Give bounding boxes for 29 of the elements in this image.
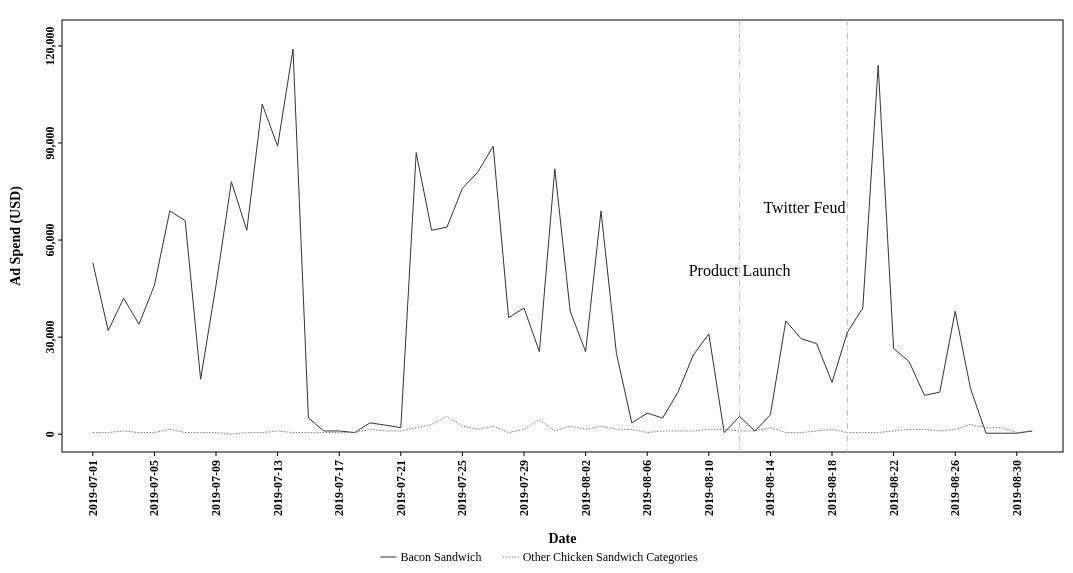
x-tick-label: 2019-08-26	[948, 460, 963, 516]
y-tick-label: 90,000	[43, 126, 57, 160]
y-axis-title: Ad Spend (USD)	[8, 185, 24, 286]
y-tick-label: 120,000	[43, 26, 57, 66]
y-tick-label: 60,000	[43, 223, 57, 257]
line-series	[92, 415, 1033, 435]
x-tick-label: 2019-08-06	[640, 460, 655, 516]
legend-label: Other Chicken Sandwich Categories	[522, 550, 698, 564]
x-tick-label: 2019-07-25	[455, 460, 470, 516]
x-tick-label: 2019-07-21	[393, 460, 408, 516]
x-tick-label: 2019-07-17	[332, 460, 347, 516]
x-tick-label: 2019-08-30	[1009, 460, 1024, 516]
x-tick-label: 2019-08-22	[886, 460, 901, 516]
x-tick-label: 2019-07-29	[517, 460, 531, 516]
x-tick-label: 2019-08-18	[825, 460, 839, 516]
ref-line-label: Twitter Feud	[763, 199, 846, 216]
ref-line-label: Product Launch	[688, 262, 791, 279]
line-series	[92, 48, 1033, 434]
x-axis-title: Date	[548, 531, 577, 546]
legend-label: Bacon Sandwich	[400, 550, 482, 564]
y-tick-label: 0	[43, 431, 57, 438]
x-tick-label: 2019-07-09	[209, 460, 223, 516]
x-tick-label: 2019-08-10	[701, 460, 716, 516]
y-tick-label: 30,000	[43, 320, 57, 354]
x-tick-label: 2019-07-05	[147, 460, 162, 516]
x-tick-label: 2019-08-14	[763, 460, 778, 516]
x-tick-label: 2019-08-02	[578, 460, 593, 516]
x-tick-label: 2019-07-01	[85, 460, 100, 516]
x-tick-label: 2019-07-13	[270, 460, 285, 516]
